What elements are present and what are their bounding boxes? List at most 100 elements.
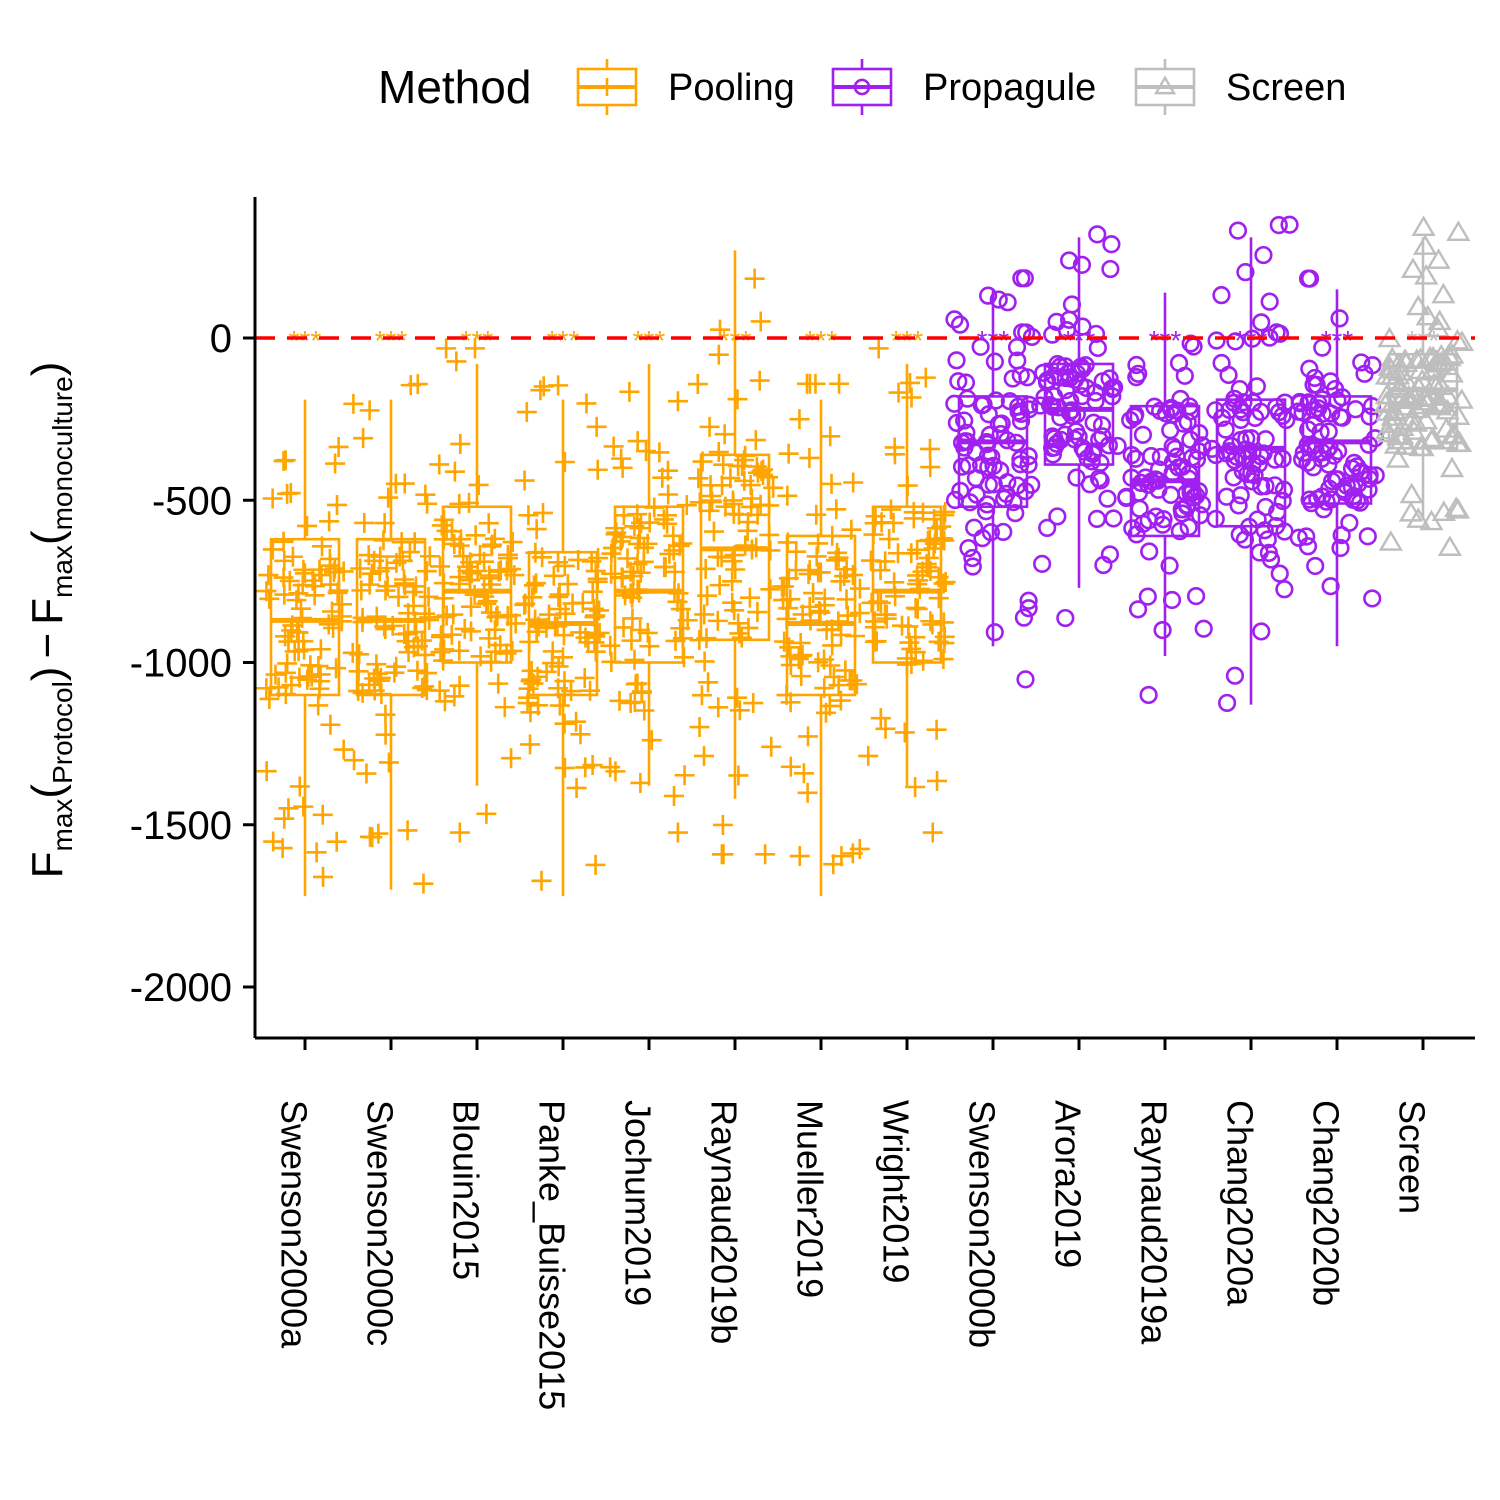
data-point <box>959 539 978 558</box>
data-point <box>740 475 761 496</box>
data-point <box>880 499 901 520</box>
data-point <box>313 866 334 887</box>
data-point <box>1086 383 1105 402</box>
data-point <box>979 475 998 494</box>
legend: Method Pooling Propagule Screen <box>378 59 1346 115</box>
data-point <box>262 539 283 560</box>
boxplot-Raynaud2019b: *** <box>699 250 771 799</box>
data-point <box>709 575 730 596</box>
data-point <box>1048 507 1067 526</box>
data-point <box>958 389 977 408</box>
data-point <box>281 675 302 696</box>
data-point <box>1102 235 1121 254</box>
data-point <box>639 512 660 533</box>
data-point <box>391 532 412 553</box>
data-point <box>708 344 729 365</box>
data-point <box>659 543 680 564</box>
data-point <box>611 448 632 469</box>
data-point <box>585 854 606 875</box>
data-point <box>1374 383 1399 405</box>
data-point <box>1313 404 1332 423</box>
legend-key-marker <box>853 78 871 96</box>
data-point <box>502 532 523 553</box>
data-point <box>1403 411 1429 432</box>
data-point <box>722 551 743 572</box>
boxplot-Blouin2015: *** <box>441 325 513 786</box>
data-point <box>356 763 377 784</box>
data-point <box>864 611 885 632</box>
data-point <box>1306 556 1325 576</box>
data-point <box>1363 589 1382 608</box>
data-point <box>989 290 1008 309</box>
data-point <box>1217 693 1237 713</box>
data-point <box>663 785 684 806</box>
data-point <box>711 844 732 865</box>
data-point <box>1100 369 1119 388</box>
data-point <box>359 574 380 595</box>
data-point <box>722 571 743 592</box>
data-point <box>386 656 407 677</box>
data-point <box>469 544 490 565</box>
data-point <box>430 626 451 647</box>
data-point <box>1018 368 1037 387</box>
data-point <box>434 691 455 712</box>
data-point <box>327 494 348 515</box>
data-point <box>780 589 801 610</box>
data-point <box>1259 543 1278 562</box>
data-point <box>319 511 340 532</box>
x-tick-label: Raynaud2019a <box>1133 1100 1174 1345</box>
data-point <box>1297 527 1316 546</box>
boxplots: *** *** *** *** *** *** *** *** *** *** *** *** *** *… <box>269 237 1459 897</box>
data-point <box>1181 334 1200 353</box>
data-point <box>1225 666 1245 685</box>
data-point <box>712 475 733 496</box>
data-point <box>772 576 793 597</box>
data-point <box>584 624 605 645</box>
data-point <box>945 490 965 510</box>
data-point <box>641 730 662 751</box>
data-point <box>477 591 498 612</box>
data-point <box>485 641 506 662</box>
data-point <box>1421 357 1446 378</box>
data-point <box>419 546 440 567</box>
data-point <box>789 846 810 867</box>
data-point <box>368 823 389 844</box>
data-point <box>966 443 985 462</box>
svg-text:Fmax(Protocol)−Fmax(monocultur: Fmax(Protocol)−Fmax(monoculture) <box>23 362 78 879</box>
data-point <box>526 519 547 540</box>
data-point <box>542 641 563 662</box>
data-point <box>1060 403 1079 422</box>
data-point <box>576 393 597 414</box>
data-point <box>1078 449 1097 468</box>
data-point <box>655 557 676 578</box>
box <box>441 505 513 664</box>
data-point <box>723 493 744 514</box>
data-point <box>1104 509 1123 528</box>
data-point <box>1019 591 1038 610</box>
data-point <box>320 714 341 735</box>
data-point <box>920 457 941 478</box>
data-point <box>259 688 280 709</box>
data-point <box>799 447 820 468</box>
data-point <box>457 560 478 581</box>
data-point <box>582 755 603 776</box>
data-point <box>1127 355 1146 375</box>
data-point <box>603 436 624 457</box>
data-point <box>728 765 749 786</box>
data-point <box>1247 377 1266 396</box>
data-point <box>727 687 748 708</box>
data-point <box>429 680 450 701</box>
data-point <box>699 416 720 437</box>
data-point <box>342 642 363 663</box>
significance-label: *** <box>1063 325 1096 356</box>
x-tick-label: Swenson2000c <box>359 1100 400 1346</box>
data-point <box>1108 436 1127 456</box>
data-point <box>652 467 673 488</box>
data-point <box>803 583 824 604</box>
x-tick-label: Swenson2000b <box>961 1100 1002 1348</box>
data-point <box>952 457 972 476</box>
data-point <box>520 702 541 723</box>
data-point <box>444 533 465 554</box>
data-point <box>333 561 354 582</box>
data-point <box>476 803 497 824</box>
